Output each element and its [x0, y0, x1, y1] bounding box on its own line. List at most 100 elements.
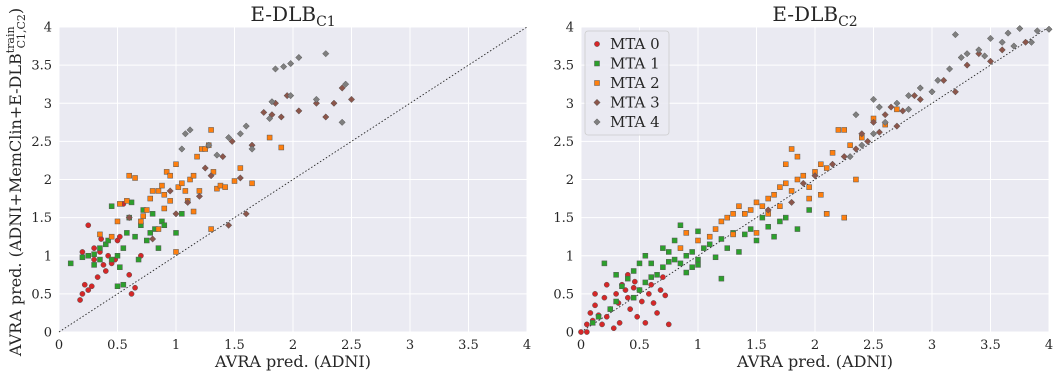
x-tick-label: 0	[577, 338, 585, 353]
data-point	[175, 184, 182, 190]
data-point	[829, 150, 836, 156]
y-tick-label: 1.5	[31, 211, 52, 226]
data-point	[128, 291, 135, 297]
data-point	[777, 203, 783, 209]
y-tick-label: 1	[566, 249, 574, 264]
title-subscript: C2	[838, 14, 858, 30]
legend-marker	[593, 98, 601, 107]
data-point	[753, 199, 760, 206]
data-point	[823, 211, 830, 217]
data-point	[603, 313, 610, 320]
data-point	[184, 198, 192, 206]
legend-label: MTA 1	[610, 55, 660, 73]
data-point	[584, 321, 590, 328]
data-point	[242, 122, 250, 130]
data-point	[841, 214, 847, 221]
data-point	[916, 84, 924, 92]
data-point	[619, 283, 625, 289]
data-point	[613, 291, 619, 297]
data-point	[132, 175, 138, 181]
data-point	[268, 98, 276, 106]
x-tick-label: 2.5	[863, 338, 884, 353]
data-point	[231, 178, 238, 184]
data-point	[683, 269, 690, 276]
data-point	[998, 46, 1006, 54]
data-point	[1033, 27, 1041, 35]
data-point	[1010, 42, 1018, 50]
data-point	[312, 99, 320, 107]
data-point	[683, 253, 690, 259]
data-point	[858, 141, 866, 149]
data-point	[88, 283, 95, 290]
panel-title: E-DLBC2	[772, 2, 857, 30]
data-point	[724, 245, 730, 251]
y-label-main: AVRA pred. (ADNI+MemClin+E-DLB	[6, 53, 25, 357]
data-point	[155, 226, 162, 232]
data-point	[788, 188, 795, 194]
x-tick-label: 1	[694, 338, 702, 353]
data-point	[179, 211, 185, 217]
data-point	[899, 107, 907, 115]
data-point	[706, 241, 713, 248]
title-main: E-DLB	[772, 2, 838, 26]
data-point	[852, 145, 860, 153]
data-point	[742, 211, 748, 217]
data-point	[730, 231, 736, 238]
data-point	[601, 260, 608, 267]
legend-marker	[593, 118, 601, 126]
data-point	[277, 113, 285, 121]
data-point	[975, 46, 983, 54]
data-point	[840, 153, 848, 161]
data-point	[905, 105, 913, 113]
data-point	[764, 206, 772, 214]
data-point	[631, 278, 638, 285]
data-point	[718, 218, 725, 225]
x-tick-label: 1	[172, 338, 180, 353]
data-point	[1016, 24, 1024, 33]
data-point	[777, 218, 783, 225]
data-point	[951, 88, 959, 96]
data-point	[225, 134, 233, 142]
x-tick-label: 2	[811, 338, 819, 353]
data-point	[654, 310, 660, 316]
x-tick-label: 3	[406, 338, 414, 353]
data-point	[77, 297, 83, 303]
data-point	[128, 199, 135, 206]
legend-entry: MTA 0	[594, 35, 660, 53]
x-tick-label: 1.5	[746, 338, 767, 353]
data-point	[610, 325, 617, 332]
data-point	[217, 182, 224, 189]
data-point	[625, 275, 631, 282]
data-point	[636, 287, 643, 293]
data-point	[117, 201, 123, 207]
data-point	[287, 60, 295, 68]
data-point	[108, 256, 115, 263]
data-point	[765, 224, 771, 230]
y-tick-label: 0.5	[553, 287, 574, 302]
y-label-superscript: train	[4, 26, 17, 53]
data-point	[181, 130, 189, 138]
data-point	[794, 153, 801, 160]
identity-line	[58, 26, 528, 333]
data-point	[205, 141, 213, 149]
data-point	[182, 188, 189, 194]
data-point	[660, 264, 666, 270]
y-axis-label: AVRA pred. (ADNI+MemClin+E-DLBtrainC1,C2…	[4, 8, 28, 357]
data-point	[85, 287, 92, 293]
data-point	[642, 320, 649, 326]
scatter-points	[67, 50, 356, 303]
y-tick-label: 1	[44, 249, 52, 264]
data-point	[788, 146, 795, 152]
data-point	[190, 208, 197, 215]
data-point	[753, 230, 760, 236]
data-point	[147, 230, 154, 236]
data-point	[97, 231, 103, 238]
data-point	[587, 310, 594, 316]
data-point	[149, 211, 156, 217]
data-point	[280, 63, 288, 71]
data-point	[616, 320, 623, 326]
data-point	[138, 218, 144, 225]
data-point	[759, 214, 766, 221]
title-subscript: C1	[316, 14, 336, 30]
